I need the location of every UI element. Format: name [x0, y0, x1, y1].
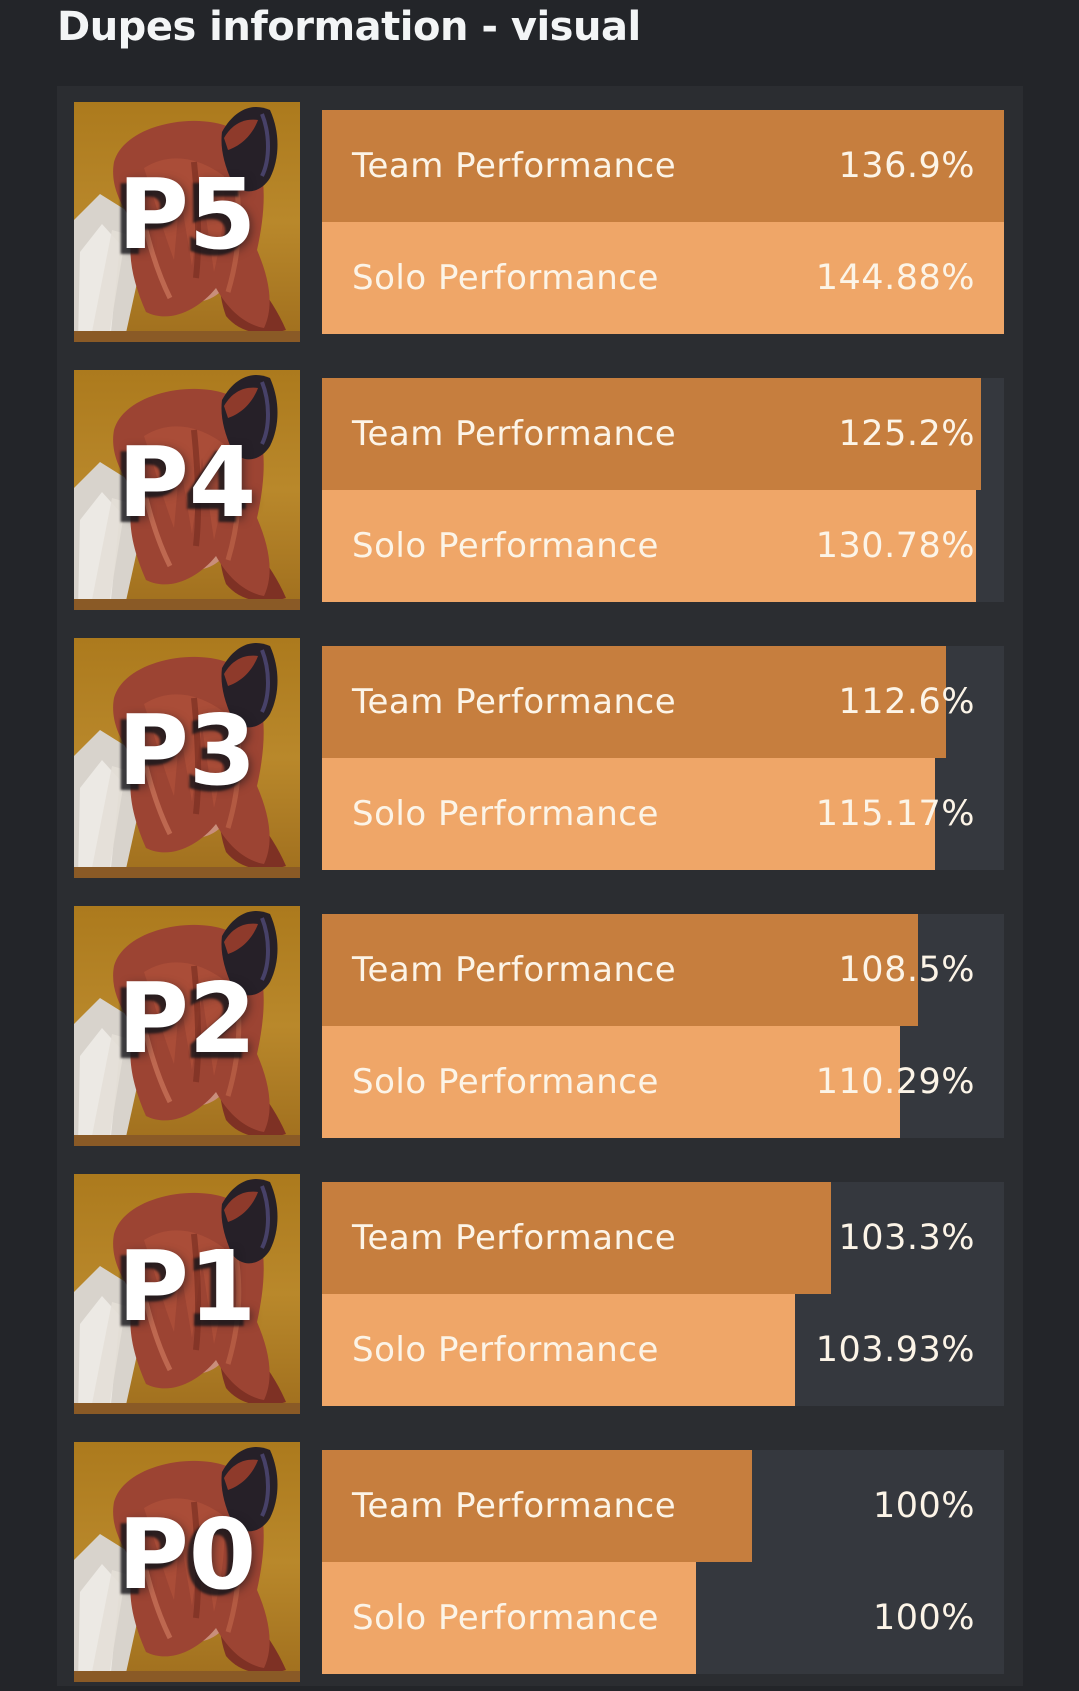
team-performance-bar: Team Performance 112.6% [322, 646, 1004, 758]
performance-bars-track: Team Performance 136.9% Solo Performance… [322, 110, 1004, 334]
performance-bars-track: Team Performance 103.3% Solo Performance… [322, 1182, 1004, 1406]
performance-bars-track: Team Performance 112.6% Solo Performance… [322, 646, 1004, 870]
operator-portrait-image [74, 906, 300, 1146]
team-performance-bar-value: 108.5% [838, 950, 975, 990]
team-performance-bar: Team Performance 103.3% [322, 1182, 1004, 1294]
team-performance-bar-fill [322, 110, 1004, 222]
solo-performance-bar-fill [322, 1562, 697, 1674]
solo-performance-bar-fill [322, 1294, 795, 1406]
dupes-panel: P5 Team Performance 136.9% Solo Performa… [57, 86, 1023, 1686]
team-performance-bar-fill [322, 1450, 753, 1562]
solo-performance-bar-value: 144.88% [815, 258, 975, 298]
potential-row: P0 Team Performance 100% Solo Performanc… [74, 1442, 1004, 1682]
solo-performance-bar-label: Solo Performance [352, 1330, 659, 1370]
solo-performance-bar-value: 110.29% [815, 1062, 975, 1102]
operator-avatar: P1 [74, 1174, 300, 1414]
team-performance-bar-fill [322, 378, 981, 490]
solo-performance-bar: Solo Performance 100% [322, 1562, 1004, 1674]
potential-label: P5 [117, 157, 257, 271]
solo-performance-bar-fill [322, 222, 1004, 334]
potential-row: P5 Team Performance 136.9% Solo Performa… [74, 102, 1004, 342]
solo-performance-bar-fill [322, 758, 936, 870]
team-performance-bar-label: Team Performance [352, 414, 677, 454]
team-performance-bar: Team Performance 136.9% [322, 110, 1004, 222]
operator-avatar: P0 [74, 1442, 300, 1682]
solo-performance-bar-fill [322, 490, 977, 602]
solo-performance-bar: Solo Performance 144.88% [322, 222, 1004, 334]
team-performance-bar-label: Team Performance [352, 950, 677, 990]
operator-portrait-image [74, 1442, 300, 1682]
performance-bars-track: Team Performance 125.2% Solo Performance… [322, 378, 1004, 602]
team-performance-bar-value: 100% [872, 1486, 975, 1526]
operator-avatar: P5 [74, 102, 300, 342]
potential-label: P3 [117, 693, 257, 807]
potential-label: P4 [117, 425, 257, 539]
solo-performance-bar-value: 100% [872, 1598, 975, 1638]
team-performance-bar-fill [322, 914, 919, 1026]
team-performance-bar-fill [322, 646, 947, 758]
operator-portrait-image [74, 370, 300, 610]
potential-row: P2 Team Performance 108.5% Solo Performa… [74, 906, 1004, 1146]
operator-portrait-image [74, 1174, 300, 1414]
solo-performance-bar: Solo Performance 115.17% [322, 758, 1004, 870]
solo-performance-bar-label: Solo Performance [352, 526, 659, 566]
solo-performance-bar: Solo Performance 103.93% [322, 1294, 1004, 1406]
potential-row: P4 Team Performance 125.2% Solo Performa… [74, 370, 1004, 610]
team-performance-bar: Team Performance 108.5% [322, 914, 1004, 1026]
operator-portrait-image [74, 102, 300, 342]
operator-avatar: P4 [74, 370, 300, 610]
solo-performance-bar-label: Solo Performance [352, 1062, 659, 1102]
solo-performance-bar-label: Solo Performance [352, 1598, 659, 1638]
potential-label: P0 [117, 1497, 257, 1611]
team-performance-bar-fill [322, 1182, 832, 1294]
team-performance-bar-label: Team Performance [352, 1486, 677, 1526]
team-performance-bar: Team Performance 100% [322, 1450, 1004, 1562]
solo-performance-bar-fill [322, 1026, 901, 1138]
solo-performance-bar: Solo Performance 110.29% [322, 1026, 1004, 1138]
team-performance-bar-value: 136.9% [838, 146, 975, 186]
solo-performance-bar: Solo Performance 130.78% [322, 490, 1004, 602]
solo-performance-bar-value: 115.17% [815, 794, 975, 834]
solo-performance-bar-value: 130.78% [815, 526, 975, 566]
potential-label: P1 [117, 1229, 257, 1343]
operator-avatar: P3 [74, 638, 300, 878]
team-performance-bar-value: 125.2% [838, 414, 975, 454]
potential-row: P1 Team Performance 103.3% Solo Performa… [74, 1174, 1004, 1414]
potential-label: P2 [117, 961, 257, 1075]
page-title: Dupes information - visual [57, 4, 641, 50]
team-performance-bar-value: 103.3% [838, 1218, 975, 1258]
team-performance-bar-label: Team Performance [352, 146, 677, 186]
solo-performance-bar-label: Solo Performance [352, 258, 659, 298]
solo-performance-bar-value: 103.93% [815, 1330, 975, 1370]
potential-row: P3 Team Performance 112.6% Solo Performa… [74, 638, 1004, 878]
operator-avatar: P2 [74, 906, 300, 1146]
team-performance-bar-value: 112.6% [838, 682, 975, 722]
performance-bars-track: Team Performance 100% Solo Performance 1… [322, 1450, 1004, 1674]
team-performance-bar-label: Team Performance [352, 1218, 677, 1258]
solo-performance-bar-label: Solo Performance [352, 794, 659, 834]
operator-portrait-image [74, 638, 300, 878]
performance-bars-track: Team Performance 108.5% Solo Performance… [322, 914, 1004, 1138]
team-performance-bar-label: Team Performance [352, 682, 677, 722]
team-performance-bar: Team Performance 125.2% [322, 378, 1004, 490]
